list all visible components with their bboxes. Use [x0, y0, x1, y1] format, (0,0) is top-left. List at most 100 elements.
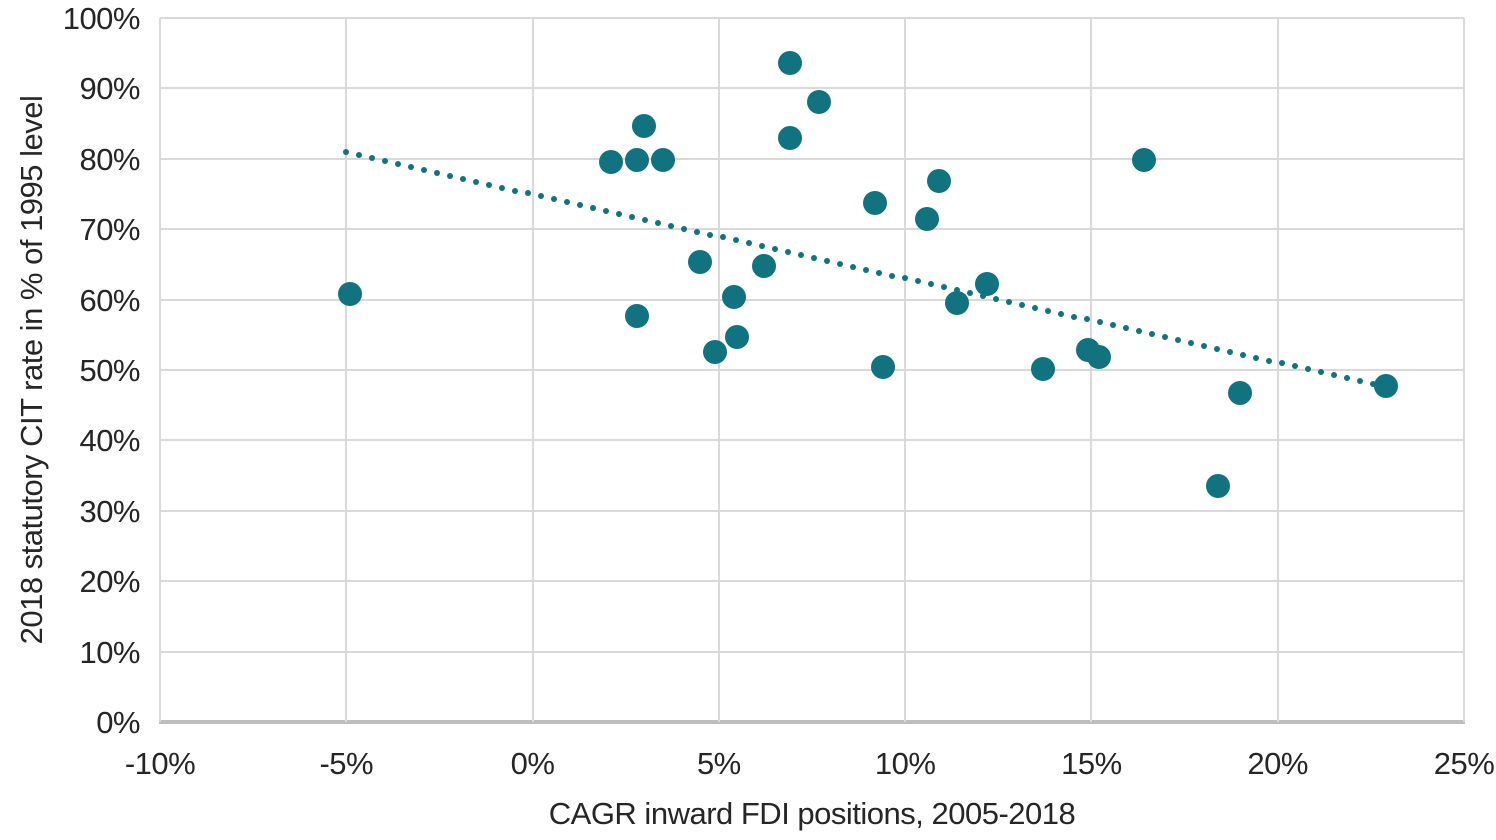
scatter-point: [863, 191, 888, 216]
horizontal-gridline: [160, 439, 1464, 442]
trendline-dot: [1330, 372, 1337, 379]
trendline-dot: [707, 231, 714, 238]
trendline-dot: [629, 213, 636, 220]
horizontal-gridline: [160, 509, 1464, 512]
x-tick-label: 20%: [1247, 746, 1308, 781]
trendline-dot: [486, 181, 493, 188]
trendline-dot: [1005, 298, 1012, 305]
trendline-dot: [992, 295, 999, 302]
horizontal-gridline: [160, 228, 1464, 231]
trendline-dot: [1174, 337, 1181, 343]
horizontal-gridline: [160, 87, 1464, 90]
y-tick-label: 0%: [96, 705, 140, 740]
trendline-dot: [1213, 345, 1220, 352]
trendline-dot: [1135, 328, 1142, 335]
trendline-dot: [1343, 375, 1350, 382]
y-tick-label: 80%: [79, 141, 140, 177]
scatter-point: [751, 253, 776, 278]
trendline-dot: [940, 284, 947, 291]
scatter-point: [807, 90, 832, 115]
trendline-dot: [824, 257, 831, 264]
trendline-dot: [499, 184, 506, 191]
x-tick-label: -5%: [319, 746, 374, 781]
trendline-dot: [1057, 310, 1064, 317]
trendline-dot: [1291, 363, 1298, 370]
trendline-dot: [759, 243, 766, 250]
scatter-point: [703, 339, 728, 364]
trendline-dot: [551, 196, 558, 203]
trendline-dot: [720, 234, 727, 241]
trendline-dot: [1252, 354, 1259, 361]
trendline-dot: [1265, 357, 1272, 364]
trendline-dot: [1356, 378, 1363, 385]
trendline-dot: [927, 281, 934, 288]
trendline-dot: [1096, 319, 1103, 326]
trendline-dot: [1382, 383, 1389, 390]
scatter-point: [632, 113, 657, 138]
y-axis-title: 2018 statutory CIT rate in % of 1995 lev…: [14, 95, 49, 645]
plot-area: [159, 17, 1465, 724]
trendline-dot: [343, 149, 350, 156]
horizontal-gridline: [160, 157, 1464, 160]
trendline-dot: [1226, 348, 1233, 355]
scatter-point: [777, 51, 802, 76]
trendline-dot: [603, 208, 610, 215]
scatter-point: [598, 149, 623, 174]
scatter-point: [945, 291, 970, 316]
trendline-dot: [512, 187, 519, 194]
horizontal-gridline: [160, 369, 1464, 371]
trendline-dot: [966, 290, 973, 297]
trendline-dot: [785, 249, 792, 256]
trendline-dot: [1031, 304, 1038, 311]
scatter-point: [1228, 381, 1253, 406]
trendline-dot: [1109, 322, 1116, 329]
trendline-dot: [408, 164, 415, 171]
scatter-point: [650, 148, 675, 173]
scatter-point: [624, 303, 649, 328]
x-tick-label: 25%: [1433, 746, 1495, 781]
horizontal-gridline: [160, 17, 1464, 19]
y-tick-label: 10%: [79, 634, 140, 670]
trendline-dot: [681, 225, 688, 232]
scatter-point: [1131, 148, 1156, 173]
x-tick-label: 15%: [1061, 746, 1122, 781]
scatter-point: [721, 285, 746, 310]
x-axis-line: [159, 720, 1465, 724]
scatter-point: [915, 207, 940, 232]
trendline-dot: [1278, 360, 1285, 367]
scatter-point: [1086, 345, 1111, 370]
trendline-dot: [590, 205, 597, 212]
trendline-dot: [1018, 301, 1025, 308]
trendline-dot: [616, 211, 623, 217]
y-tick-label: 50%: [79, 353, 140, 388]
trendline-dot: [395, 161, 402, 168]
trendline-dot: [953, 287, 960, 294]
trendline-dot: [889, 272, 895, 279]
trendline-dot: [538, 193, 545, 200]
trendline-dot: [1083, 316, 1090, 323]
y-tick-label: 30%: [79, 493, 140, 529]
trendline-dot: [1187, 339, 1194, 346]
trendline-dot: [876, 269, 883, 276]
trendline-dot: [460, 175, 467, 182]
trendline-dot: [382, 158, 389, 165]
trendline-dot: [837, 260, 844, 267]
trendline-dot: [1122, 325, 1129, 332]
trendline-dot: [811, 254, 818, 261]
x-tick-label: 10%: [874, 746, 936, 781]
trendline-dot: [863, 266, 870, 273]
y-tick-label: 20%: [79, 564, 140, 600]
trendline-dot: [525, 190, 532, 197]
scatter-point: [624, 148, 649, 173]
trendline-dot: [1161, 334, 1168, 341]
x-tick-label: 5%: [696, 746, 741, 781]
trendline-dot: [979, 293, 986, 300]
scatter-point: [1206, 474, 1231, 499]
trendline-dot: [733, 237, 740, 244]
scatter-point: [688, 250, 713, 275]
trendline-dot: [447, 172, 454, 179]
scatter-point: [725, 324, 750, 349]
trendline-dot: [1044, 307, 1051, 314]
trendline-dot: [798, 252, 805, 259]
